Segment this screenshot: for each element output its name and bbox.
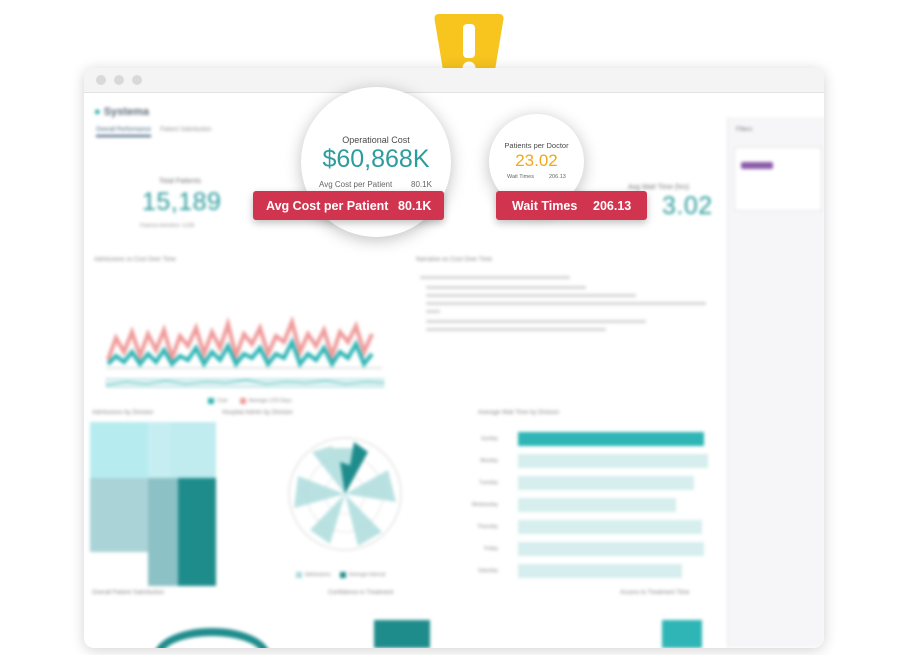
- hbar-label: Thursday: [477, 524, 498, 530]
- legend-los-swatch: [239, 397, 246, 404]
- callout-avg-cost-value: 80.1K: [398, 199, 432, 213]
- filter-chip[interactable]: [741, 162, 773, 169]
- bottom-right-bar: [662, 620, 702, 648]
- hbar-label: Friday: [484, 546, 498, 552]
- treemap-cell: [148, 478, 178, 586]
- window-close-button[interactable]: [96, 75, 106, 85]
- patients-per-doctor-title: Patients per Doctor: [504, 141, 569, 150]
- treemap-cell: [90, 422, 148, 478]
- insights-title: Narrative on Cost Over Time: [416, 257, 493, 263]
- blurred-dashboard: ● Systema Overall Performance Patient Sa…: [84, 92, 824, 648]
- treemap-cell: [90, 552, 148, 586]
- patients-per-doctor-value: 23.02: [515, 151, 558, 170]
- treemap-cell: [170, 422, 216, 478]
- callout-avg-cost-label: Avg Cost per Patient: [266, 199, 389, 213]
- avg-cost-label: Avg Cost per Patient: [319, 180, 393, 189]
- tab-patient-satisfaction[interactable]: Patient Satisfaction: [160, 127, 212, 133]
- tab-overall-performance[interactable]: Overall Performance: [96, 127, 152, 137]
- hbar-bar: [518, 542, 704, 556]
- browser-window: ● Systema Overall Performance Patient Sa…: [84, 68, 824, 648]
- wait-times-callout: Wait Times 206.13: [496, 191, 647, 220]
- kpi-wait-value: 3.02: [662, 192, 713, 220]
- radar-chart: [288, 437, 402, 551]
- filter-card[interactable]: [734, 147, 822, 211]
- hbar-label: Wednesday: [471, 502, 498, 508]
- operational-cost-title: Operational Cost: [342, 135, 410, 145]
- treemap-cell: [148, 422, 170, 478]
- hbar-bar: [518, 498, 676, 512]
- hbar-title: Average Wait Time by Division: [478, 410, 560, 416]
- admissions-range-slider[interactable]: [106, 377, 384, 389]
- admissions-area-series: [106, 315, 374, 369]
- window-titlebar: [84, 68, 824, 93]
- filter-sidebar: Filters: [727, 117, 824, 648]
- admissions-chart-title: Admissions vs Cost Over Time: [94, 257, 176, 263]
- app-logo: ● Systema: [94, 106, 149, 118]
- hbar-label: Monday: [480, 458, 498, 464]
- operational-cost-value: $60,868K: [322, 145, 430, 173]
- radar-legend: Admissions Average Interval: [296, 572, 393, 578]
- hbar-bar: [518, 476, 694, 490]
- treemap-chart: [90, 422, 216, 586]
- hbar-bar: [518, 520, 702, 534]
- sidebar-title: Filters: [736, 127, 753, 133]
- bottom-left-donut: [154, 628, 270, 648]
- wait-times-label: Wait Times: [507, 174, 534, 180]
- hbar-label: Saturday: [477, 568, 498, 574]
- bottom-right-title: Access to Treatment Time: [620, 590, 690, 596]
- bottom-mid-title: Confidence in Treatment: [328, 590, 394, 596]
- legend-los-label: Average LOS Days: [248, 397, 292, 404]
- legend-cost-swatch: [208, 397, 214, 404]
- callout-wait-times-value: 206.13: [593, 199, 632, 213]
- admissions-legend: Cost Average LOS Days: [208, 392, 299, 410]
- treemap-title: Admissions by Division: [92, 410, 154, 416]
- kpi-total-patients-label: Total Patients: [159, 178, 202, 185]
- kpi-wait-label: Avg Wait Time (hrs): [628, 184, 690, 191]
- bottom-mid-bar: [374, 620, 430, 648]
- kpi-total-patients-sub: Patients Admitted: 4,038: [140, 223, 195, 229]
- radar-title: Hospital Admin by Division: [222, 410, 293, 416]
- window-maximize-button[interactable]: [132, 75, 142, 85]
- wait-times-small-value: 206.13: [549, 174, 566, 180]
- admissions-chart: [106, 315, 382, 369]
- hbar-bar: [518, 564, 682, 578]
- callout-wait-times-label: Wait Times: [512, 199, 578, 213]
- avg-cost-per-patient-callout: Avg Cost per Patient 80.1K: [253, 191, 444, 220]
- avg-cost-value: 80.1K: [411, 180, 432, 189]
- window-minimize-button[interactable]: [114, 75, 124, 85]
- bottom-left-title: Overall Patient Satisfaction: [92, 590, 165, 596]
- treemap-cell: [178, 478, 216, 586]
- hbar-label: Sunday: [481, 436, 498, 442]
- hbar-bar: [518, 432, 704, 446]
- kpi-total-patients-value: 15,189: [142, 188, 222, 216]
- legend-cost-label: Cost: [217, 397, 228, 404]
- hbar-label: Tuesday: [479, 480, 498, 486]
- hbar-bar: [518, 454, 708, 468]
